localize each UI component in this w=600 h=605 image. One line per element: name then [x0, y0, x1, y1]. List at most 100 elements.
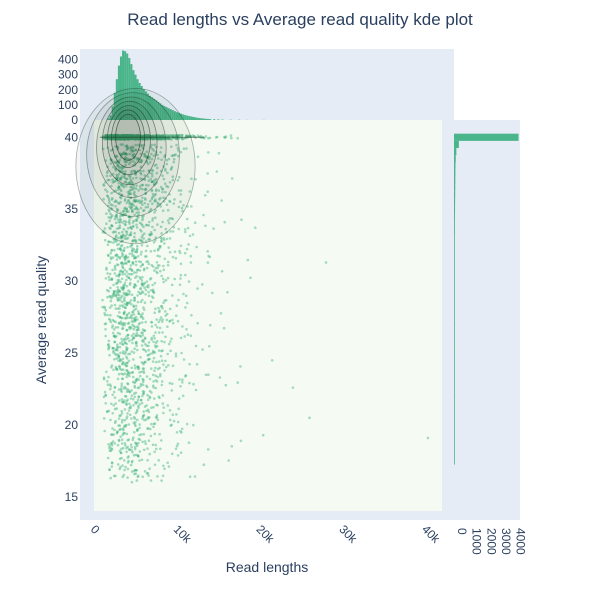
- scatter-point: [262, 434, 265, 437]
- scatter-point: [141, 395, 144, 398]
- scatter-point: [121, 252, 124, 255]
- scatter-point: [175, 355, 178, 358]
- scatter-point: [125, 362, 128, 365]
- scatter-point: [142, 341, 145, 344]
- scatter-point: [131, 394, 134, 397]
- right-histogram-bar: [454, 314, 455, 321]
- scatter-point: [115, 254, 118, 257]
- right-histogram-bar: [454, 227, 455, 234]
- scatter-point: [153, 451, 156, 454]
- scatter-point: [126, 433, 129, 436]
- scatter-point: [137, 310, 140, 313]
- scatter-point: [118, 399, 121, 402]
- scatter-point: [153, 311, 156, 314]
- right-histogram-bar: [454, 285, 455, 292]
- scatter-point: [166, 313, 169, 316]
- scatter-point: [178, 250, 181, 253]
- scatter-point: [110, 300, 113, 303]
- scatter-point: [118, 365, 121, 368]
- scatter-point: [204, 194, 207, 197]
- scatter-point: [131, 317, 134, 320]
- scatter-point: [175, 314, 178, 317]
- scatter-point: [144, 470, 147, 473]
- scatter-point: [130, 327, 133, 330]
- scatter-point: [129, 414, 132, 417]
- scatter-point: [137, 407, 140, 410]
- scatter-point: [141, 316, 144, 319]
- scatter-point: [114, 475, 117, 478]
- scatter-point: [115, 282, 118, 285]
- scatter-point: [158, 349, 161, 352]
- scatter-point: [132, 337, 135, 340]
- scatter-point: [168, 343, 171, 346]
- scatter-point: [186, 248, 189, 251]
- y-tick-label: 35: [65, 202, 79, 216]
- scatter-point: [121, 419, 124, 422]
- scatter-point: [143, 308, 146, 311]
- scatter-point: [138, 423, 141, 426]
- scatter-point: [137, 280, 140, 283]
- scatter-point: [141, 441, 144, 444]
- scatter-point: [157, 368, 160, 371]
- scatter-point: [133, 416, 136, 419]
- scatter-point: [160, 479, 163, 482]
- top-histogram-bar: [192, 117, 194, 120]
- scatter-point: [119, 248, 122, 251]
- scatter-point: [133, 309, 136, 312]
- scatter-point: [137, 399, 140, 402]
- scatter-point: [167, 261, 170, 264]
- scatter-point: [153, 335, 156, 338]
- scatter-point: [116, 407, 119, 410]
- scatter-point: [127, 455, 130, 458]
- scatter-point: [130, 314, 133, 317]
- scatter-point: [139, 288, 142, 291]
- top-histogram-bar: [201, 118, 203, 120]
- scatter-point: [114, 396, 117, 399]
- scatter-point: [111, 249, 114, 252]
- scatter-point: [146, 427, 149, 430]
- scatter-point: [181, 378, 184, 381]
- scatter-point: [188, 441, 191, 444]
- right-histogram-tick-label: 0: [455, 528, 469, 535]
- right-histogram-bar: [454, 457, 455, 464]
- scatter-point: [216, 136, 219, 139]
- scatter-point: [168, 465, 171, 468]
- scatter-point: [183, 335, 186, 338]
- scatter-point: [135, 412, 138, 415]
- scatter-point: [141, 290, 144, 293]
- scatter-point: [139, 322, 142, 325]
- right-histogram-bar: [454, 306, 455, 313]
- scatter-point: [125, 451, 128, 454]
- scatter-point: [160, 316, 163, 319]
- scatter-point: [196, 363, 199, 366]
- scatter-point: [114, 420, 117, 423]
- right-histogram-bar: [454, 378, 455, 385]
- scatter-point: [141, 476, 144, 479]
- scatter-point: [120, 382, 123, 385]
- scatter-point: [188, 280, 191, 283]
- scatter-point: [185, 328, 188, 331]
- scatter-point: [108, 345, 111, 348]
- scatter-point: [138, 395, 141, 398]
- scatter-point: [182, 395, 185, 398]
- scatter-point: [137, 328, 140, 331]
- right-histogram-bar: [454, 170, 455, 177]
- scatter-point: [147, 409, 150, 412]
- scatter-point: [144, 329, 147, 332]
- scatter-point: [121, 304, 124, 307]
- scatter-point: [129, 283, 132, 286]
- scatter-point: [114, 265, 117, 268]
- scatter-point: [144, 321, 147, 324]
- scatter-point: [125, 254, 128, 257]
- scatter-point: [131, 254, 134, 257]
- scatter-point: [111, 412, 114, 415]
- scatter-point: [114, 304, 117, 307]
- scatter-point: [158, 395, 161, 398]
- scatter-point: [190, 314, 193, 317]
- scatter-point: [143, 372, 146, 375]
- scatter-point: [129, 267, 132, 270]
- scatter-point: [147, 349, 150, 352]
- scatter-point: [186, 302, 189, 305]
- scatter-point: [106, 272, 109, 275]
- scatter-point: [166, 462, 169, 465]
